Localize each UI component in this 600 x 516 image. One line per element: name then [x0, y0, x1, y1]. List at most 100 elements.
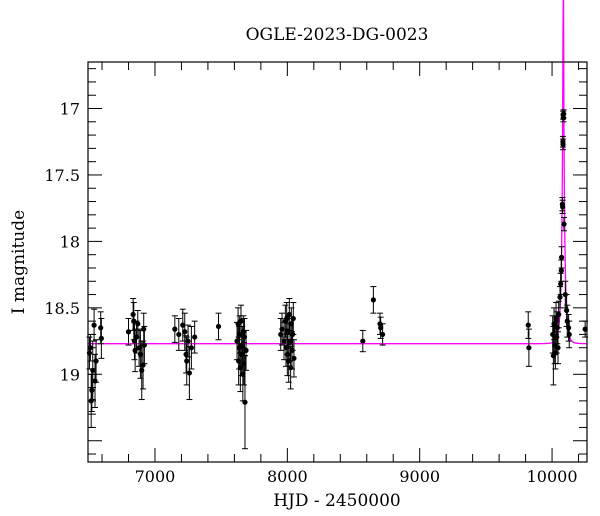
- model-curve: [88, 0, 587, 345]
- data-point: [558, 246, 565, 269]
- point-marker: [526, 345, 532, 351]
- point-marker: [185, 338, 191, 344]
- data-point: [556, 286, 563, 309]
- data-point: [277, 317, 284, 351]
- point-marker: [91, 322, 97, 328]
- point-marker: [378, 325, 384, 331]
- data-point: [555, 331, 562, 365]
- data-point: [555, 300, 562, 329]
- point-marker: [286, 311, 292, 318]
- point-marker: [135, 321, 141, 327]
- y-tick-label: 18: [60, 232, 80, 251]
- point-marker: [555, 345, 561, 351]
- point-marker: [556, 311, 562, 318]
- data-point: [359, 329, 366, 353]
- point-marker: [566, 325, 572, 331]
- data-point: [525, 328, 532, 367]
- point-marker: [525, 322, 531, 328]
- point-marker: [558, 281, 564, 287]
- data-point: [86, 336, 93, 370]
- point-marker: [558, 254, 565, 260]
- y-tick-label: 19: [60, 365, 80, 384]
- data-point: [243, 329, 250, 371]
- point-marker: [360, 338, 366, 344]
- point-marker: [287, 339, 293, 345]
- point-marker: [238, 318, 244, 324]
- data-point: [171, 315, 178, 343]
- point-marker: [188, 345, 194, 351]
- point-marker: [291, 355, 297, 361]
- x-tick-label: 10000: [527, 467, 578, 486]
- axis-ticks: 7000 8000 9000 10000 17 17.5 18 18.5 19: [44, 62, 587, 486]
- point-marker: [98, 335, 104, 342]
- data-point: [560, 138, 567, 151]
- data-point: [215, 312, 222, 341]
- data-point: [566, 320, 573, 349]
- data-point: [188, 325, 195, 370]
- point-marker: [87, 345, 93, 351]
- data-point: [379, 323, 386, 346]
- data-point: [91, 308, 98, 342]
- point-marker: [242, 399, 248, 405]
- point-marker: [560, 111, 567, 117]
- point-marker: [561, 221, 567, 227]
- chart-title: OGLE-2023-DG-0023: [246, 25, 429, 45]
- data-point: [181, 312, 188, 351]
- data-point: [290, 302, 297, 335]
- data-point: [183, 336, 190, 386]
- data-point: [185, 324, 192, 358]
- y-tick-label: 17.5: [44, 166, 80, 185]
- data-point: [370, 286, 377, 314]
- data-point: [89, 340, 96, 401]
- point-marker: [551, 321, 557, 327]
- point-marker: [125, 329, 132, 335]
- data-point: [290, 339, 297, 378]
- point-marker: [560, 204, 566, 210]
- data-point: [87, 333, 94, 362]
- point-marker: [89, 387, 95, 393]
- point-marker: [243, 347, 249, 353]
- point-marker: [183, 351, 189, 357]
- data-point: [565, 313, 572, 342]
- point-marker: [557, 294, 563, 300]
- point-marker: [380, 331, 386, 338]
- point-marker: [215, 323, 222, 330]
- point-marker: [281, 338, 287, 344]
- point-marker: [182, 329, 188, 335]
- point-marker: [566, 331, 572, 338]
- plot-frame: [87, 61, 588, 463]
- data-point: [557, 272, 564, 296]
- data-point: [98, 317, 105, 359]
- data-point: [525, 311, 532, 339]
- data-point: [88, 368, 95, 413]
- x-tick-label: 8000: [267, 467, 308, 486]
- model-line: [88, 0, 587, 345]
- y-tick-label: 18.5: [44, 299, 80, 318]
- point-marker: [564, 307, 570, 314]
- point-marker: [290, 315, 296, 322]
- point-marker: [98, 325, 104, 331]
- data-point: [191, 320, 198, 354]
- data-point: [125, 317, 132, 346]
- point-marker: [186, 370, 192, 376]
- point-marker: [192, 334, 198, 340]
- point-marker: [130, 311, 136, 318]
- data-point: [175, 317, 182, 351]
- y-axis-label: I magnitude: [9, 210, 29, 314]
- point-marker: [141, 326, 147, 332]
- point-marker: [279, 326, 285, 332]
- data-point: [560, 109, 567, 119]
- point-marker: [172, 326, 178, 332]
- data-point: [141, 325, 148, 365]
- point-marker: [93, 358, 99, 364]
- point-marker: [370, 297, 376, 303]
- x-tick-label: 7000: [135, 467, 176, 486]
- data-point: [238, 304, 245, 338]
- data-point: [559, 199, 566, 214]
- point-marker: [131, 338, 138, 344]
- data-point: [130, 298, 137, 331]
- data-point: [241, 355, 248, 450]
- y-tick-label: 17: [60, 100, 80, 119]
